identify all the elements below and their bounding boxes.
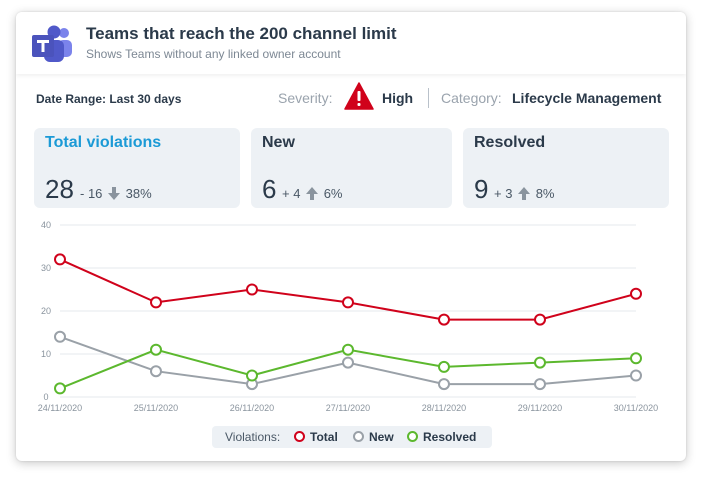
data-point-total[interactable] bbox=[342, 296, 354, 309]
stat-card-resolved[interactable]: Resolved 9 + 3 8% bbox=[463, 128, 669, 208]
legend-item-new[interactable]: New bbox=[353, 430, 394, 444]
stat-title: Total violations bbox=[45, 134, 162, 151]
data-point-new[interactable] bbox=[54, 330, 66, 343]
stat-delta: + 3 bbox=[494, 186, 513, 201]
legend-item-resolved[interactable]: Resolved bbox=[407, 430, 476, 444]
y-tick-label: 40 bbox=[41, 220, 51, 230]
stat-card-new[interactable]: New 6 + 4 6% bbox=[251, 128, 452, 208]
data-point-total[interactable] bbox=[534, 313, 546, 326]
legend-text: New bbox=[369, 430, 394, 444]
x-tick-label: 29/11/2020 bbox=[518, 403, 562, 413]
y-tick-label: 0 bbox=[43, 392, 48, 402]
arrow-up-icon bbox=[306, 186, 319, 201]
stat-value: 28 bbox=[45, 174, 74, 204]
legend-marker-new bbox=[353, 431, 364, 442]
data-point-new[interactable] bbox=[438, 378, 450, 391]
legend-marker-total bbox=[294, 431, 305, 442]
data-point-resolved[interactable] bbox=[54, 382, 66, 395]
x-tick-label: 26/11/2020 bbox=[230, 403, 274, 413]
data-point-new[interactable] bbox=[534, 378, 546, 391]
data-point-resolved[interactable] bbox=[150, 343, 162, 356]
stat-percent: 38% bbox=[125, 186, 152, 201]
data-point-resolved[interactable] bbox=[438, 360, 450, 373]
stat-value: 6 bbox=[262, 174, 277, 204]
stat-percent: 6% bbox=[323, 186, 343, 201]
severity-value: High bbox=[382, 90, 414, 106]
legend-label: Violations: bbox=[225, 430, 281, 444]
stat-change: + 4 6% bbox=[282, 186, 342, 201]
arrow-up-icon bbox=[518, 186, 531, 201]
data-point-resolved[interactable] bbox=[534, 356, 546, 369]
data-point-total[interactable] bbox=[246, 283, 258, 296]
legend-text: Total bbox=[310, 430, 338, 444]
legend-marker-resolved bbox=[407, 431, 418, 442]
violations-line-chart: 0 10 20 30 40 24/11/2020 25/11/2020 26/11/2020 2… bbox=[38, 220, 658, 413]
data-point-resolved[interactable] bbox=[630, 352, 642, 365]
data-point-new[interactable] bbox=[342, 356, 354, 369]
stat-delta: + 4 bbox=[282, 186, 301, 201]
card-header: Teams that reach the 200 channel limit S… bbox=[16, 12, 686, 74]
severity-label: Severity: bbox=[278, 90, 333, 106]
legend-text: Resolved bbox=[423, 430, 477, 444]
stat-percent: 8% bbox=[535, 186, 555, 201]
x-tick-label: 25/11/2020 bbox=[134, 403, 178, 413]
meta-divider bbox=[428, 88, 429, 108]
warning-triangle-icon bbox=[344, 82, 374, 110]
y-tick-label: 10 bbox=[41, 349, 51, 359]
category-label: Category: bbox=[441, 90, 502, 106]
data-point-total[interactable] bbox=[54, 253, 66, 266]
category-value: Lifecycle Management bbox=[512, 90, 662, 106]
microsoft-teams-icon bbox=[32, 25, 72, 62]
date-range-label[interactable]: Date Range: Last 30 days bbox=[36, 92, 182, 106]
data-point-new[interactable] bbox=[630, 369, 642, 382]
stat-title: Resolved bbox=[474, 134, 546, 151]
page-subtitle: Shows Teams without any linked owner acc… bbox=[86, 47, 341, 61]
arrow-down-icon bbox=[108, 186, 121, 201]
data-point-total[interactable] bbox=[150, 296, 162, 309]
y-tick-label: 30 bbox=[41, 263, 51, 273]
x-tick-label: 28/11/2020 bbox=[422, 403, 466, 413]
y-tick-label: 20 bbox=[41, 306, 51, 316]
data-point-total[interactable] bbox=[438, 313, 450, 326]
legend-item-total[interactable]: Total bbox=[294, 430, 338, 444]
x-tick-label: 30/11/2020 bbox=[614, 403, 658, 413]
stat-card-total-violations[interactable]: Total violations 28 - 16 38% bbox=[34, 128, 240, 208]
x-tick-label: 24/11/2020 bbox=[38, 403, 82, 413]
stat-change: + 3 8% bbox=[494, 186, 554, 201]
report-card: Teams that reach the 200 channel limit S… bbox=[16, 12, 686, 461]
page-title: Teams that reach the 200 channel limit bbox=[86, 24, 397, 43]
stat-change: - 16 38% bbox=[80, 186, 152, 201]
data-point-resolved[interactable] bbox=[246, 369, 258, 382]
data-point-new[interactable] bbox=[150, 365, 162, 378]
x-tick-label: 27/11/2020 bbox=[326, 403, 370, 413]
chart-legend: Violations: Total New Resolved bbox=[212, 426, 492, 448]
stat-title: New bbox=[262, 134, 295, 151]
stat-delta: - 16 bbox=[80, 186, 103, 201]
data-point-resolved[interactable] bbox=[342, 343, 354, 356]
meta-row: Date Range: Last 30 days Severity: High … bbox=[16, 74, 686, 122]
data-point-total[interactable] bbox=[630, 287, 642, 300]
stat-value: 9 bbox=[474, 174, 489, 204]
